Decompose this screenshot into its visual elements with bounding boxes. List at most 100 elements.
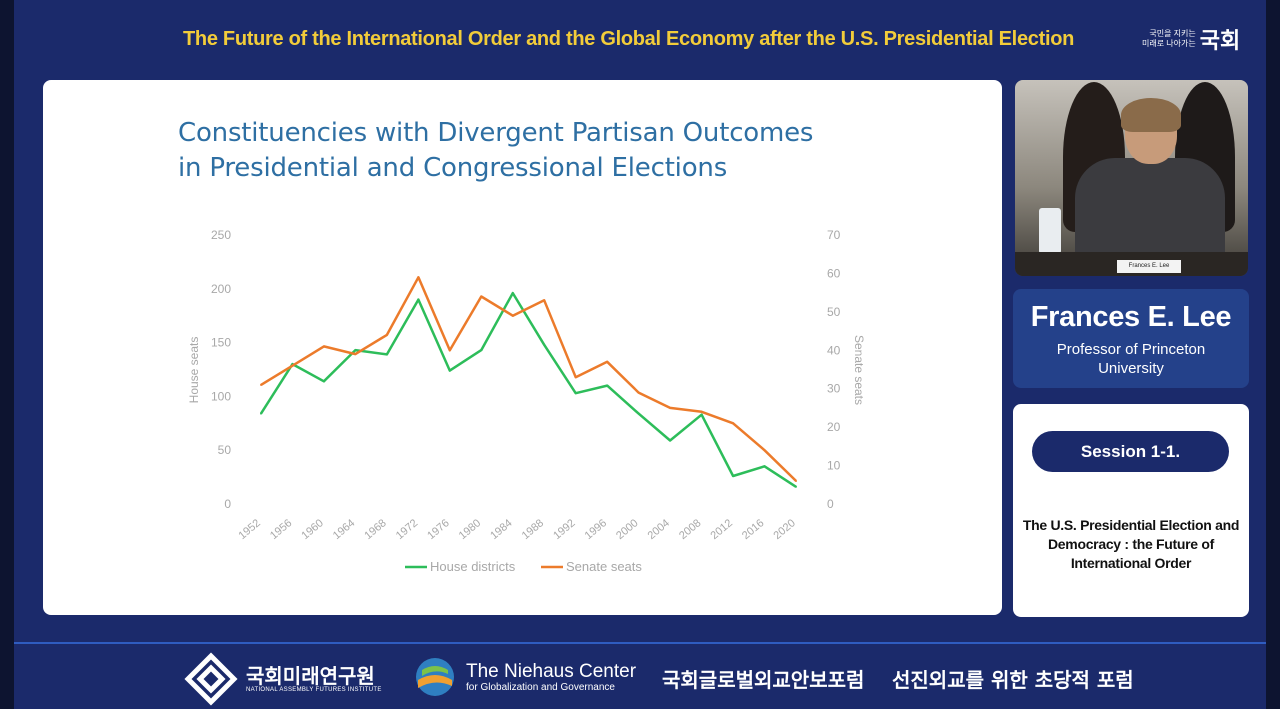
right-tick-label: 0 [827, 497, 834, 511]
nafi-name-kr: 국회미래연구원 [246, 664, 375, 688]
left-tick-label: 100 [211, 389, 231, 403]
data-point [385, 333, 388, 336]
assembly-logo: 국민을 지키는 미래로 나아가는 국회 [1142, 22, 1242, 56]
data-point [732, 422, 735, 425]
nafi-name-en: NATIONAL ASSEMBLY FUTURES INSTITUTE [246, 687, 382, 693]
data-point [637, 391, 640, 394]
data-point [700, 410, 703, 413]
x-tick-label: 1980 [457, 517, 483, 542]
logo-tagline-2: 미래로 나아가는 [1142, 39, 1196, 48]
speaker-role-line-2: University [1098, 360, 1164, 377]
speaker-role-line-1: Professor of Princeton [1056, 341, 1206, 358]
slide-title: Constituencies with Divergent Partisan O… [178, 116, 938, 186]
data-point [543, 299, 546, 302]
data-point [637, 412, 640, 415]
right-tick-label: 10 [827, 459, 841, 473]
logo-wordmark: 국회 [1199, 29, 1241, 54]
niehaus-logo: The Niehaus Center for Globalization and… [414, 656, 636, 698]
data-point [669, 406, 672, 409]
speaker-card: Frances E. Lee Professor of Princeton Un… [1013, 289, 1249, 388]
x-tick-label: 1988 [520, 517, 546, 542]
data-point [606, 384, 609, 387]
data-point [795, 485, 797, 488]
niehaus-title: The Niehaus Center [466, 660, 637, 682]
x-tick-label: 1952 [236, 517, 262, 542]
x-tick-label: 2000 [614, 517, 640, 542]
left-tick-label: 50 [218, 443, 232, 457]
speaker-name: Frances E. Lee [1030, 301, 1232, 333]
data-point [480, 295, 483, 298]
logo-tagline-1: 국민을 지키는 [1149, 29, 1196, 38]
left-tick-label: 150 [211, 336, 231, 350]
x-tick-label: 1976 [425, 517, 451, 542]
data-point [291, 364, 294, 367]
paper-cup [1039, 208, 1061, 254]
series-line-senate-seats [260, 276, 797, 482]
footer-divider [14, 642, 1266, 644]
data-point [763, 465, 766, 468]
x-tick-label: 2020 [771, 517, 797, 542]
data-point [511, 314, 514, 317]
right-tick-label: 70 [827, 228, 841, 242]
series-line-house-districts [259, 291, 797, 488]
niehaus-subtitle: for Globalization and Governance [466, 681, 615, 693]
x-tick-label: 1968 [362, 517, 388, 542]
right-tick-label: 30 [827, 382, 841, 396]
x-tick-label: 2012 [709, 517, 735, 542]
forum-name-2: 선진외교를 위한 초당적 포럼 [892, 668, 1134, 692]
speaker-video-feed: Frances E. Lee [1015, 80, 1248, 276]
left-axis-ticks: 0 50 100 150 200 250 [211, 228, 231, 511]
data-point [511, 292, 514, 295]
data-point [260, 383, 262, 386]
data-point [448, 369, 451, 372]
data-point [795, 479, 797, 482]
data-point [260, 412, 262, 415]
data-point [448, 349, 451, 352]
x-tick-label: 1984 [488, 517, 514, 542]
x-tick-label: 2008 [677, 517, 703, 542]
right-tick-label: 50 [827, 305, 841, 319]
data-point [354, 349, 357, 352]
x-tick-label: 2004 [646, 517, 672, 542]
data-point [322, 345, 325, 348]
x-tick-label: 1964 [331, 517, 357, 542]
data-point [543, 343, 546, 346]
left-tick-label: 0 [224, 497, 231, 511]
session-description: The U.S. Presidential Election and Democ… [1013, 516, 1249, 573]
data-point [322, 380, 325, 383]
data-point [606, 360, 609, 363]
footer-bar: 국회미래연구원 NATIONAL ASSEMBLY FUTURES INSTIT… [14, 644, 1266, 709]
data-point [732, 475, 735, 478]
x-tick-label: 1992 [551, 517, 577, 542]
data-point [574, 392, 577, 395]
slide-title-line-1: Constituencies with Divergent Partisan O… [178, 118, 814, 148]
data-point [763, 449, 766, 452]
slide-title-line-2: in Presidential and Congressional Electi… [178, 153, 728, 183]
right-tick-label: 60 [827, 266, 841, 280]
x-axis-ticks: 1952 1956 1960 1964 1968 1972 1976 1980 1984 1988… [236, 517, 797, 542]
session-card: Session 1-1. The U.S. Presidential Elect… [1013, 404, 1249, 617]
chart-legend: House districts Senate seats [405, 559, 642, 574]
right-frame-border [1266, 0, 1280, 709]
forum-name-1: 국회글로벌외교안보포럼 [662, 668, 865, 692]
line-chart: 0 50 100 150 200 250 0 10 20 30 40 50 60 70 1952 1956… [187, 228, 866, 574]
x-tick-label: 1956 [268, 517, 294, 542]
speaker-hair [1121, 98, 1181, 132]
legend-label: House districts [430, 559, 516, 574]
presentation-slide: Constituencies with Divergent Partisan O… [43, 80, 1002, 615]
legend-label: Senate seats [566, 559, 642, 574]
nafi-emblem-icon [184, 652, 238, 706]
x-tick-label: 1972 [394, 517, 420, 542]
broadcast-title: The Future of the International Order an… [183, 28, 1075, 50]
x-tick-label: 1960 [299, 517, 325, 542]
data-point [700, 413, 703, 416]
data-point [480, 349, 483, 352]
data-point [354, 353, 357, 356]
nafi-logo: 국회미래연구원 NATIONAL ASSEMBLY FUTURES INSTIT… [184, 652, 382, 706]
series-lines [259, 276, 797, 488]
globe-icon [416, 658, 454, 696]
speaker-role: Professor of Princeton University [1013, 340, 1249, 378]
data-point [574, 376, 577, 379]
right-tick-label: 20 [827, 420, 841, 434]
right-tick-label: 40 [827, 343, 841, 357]
